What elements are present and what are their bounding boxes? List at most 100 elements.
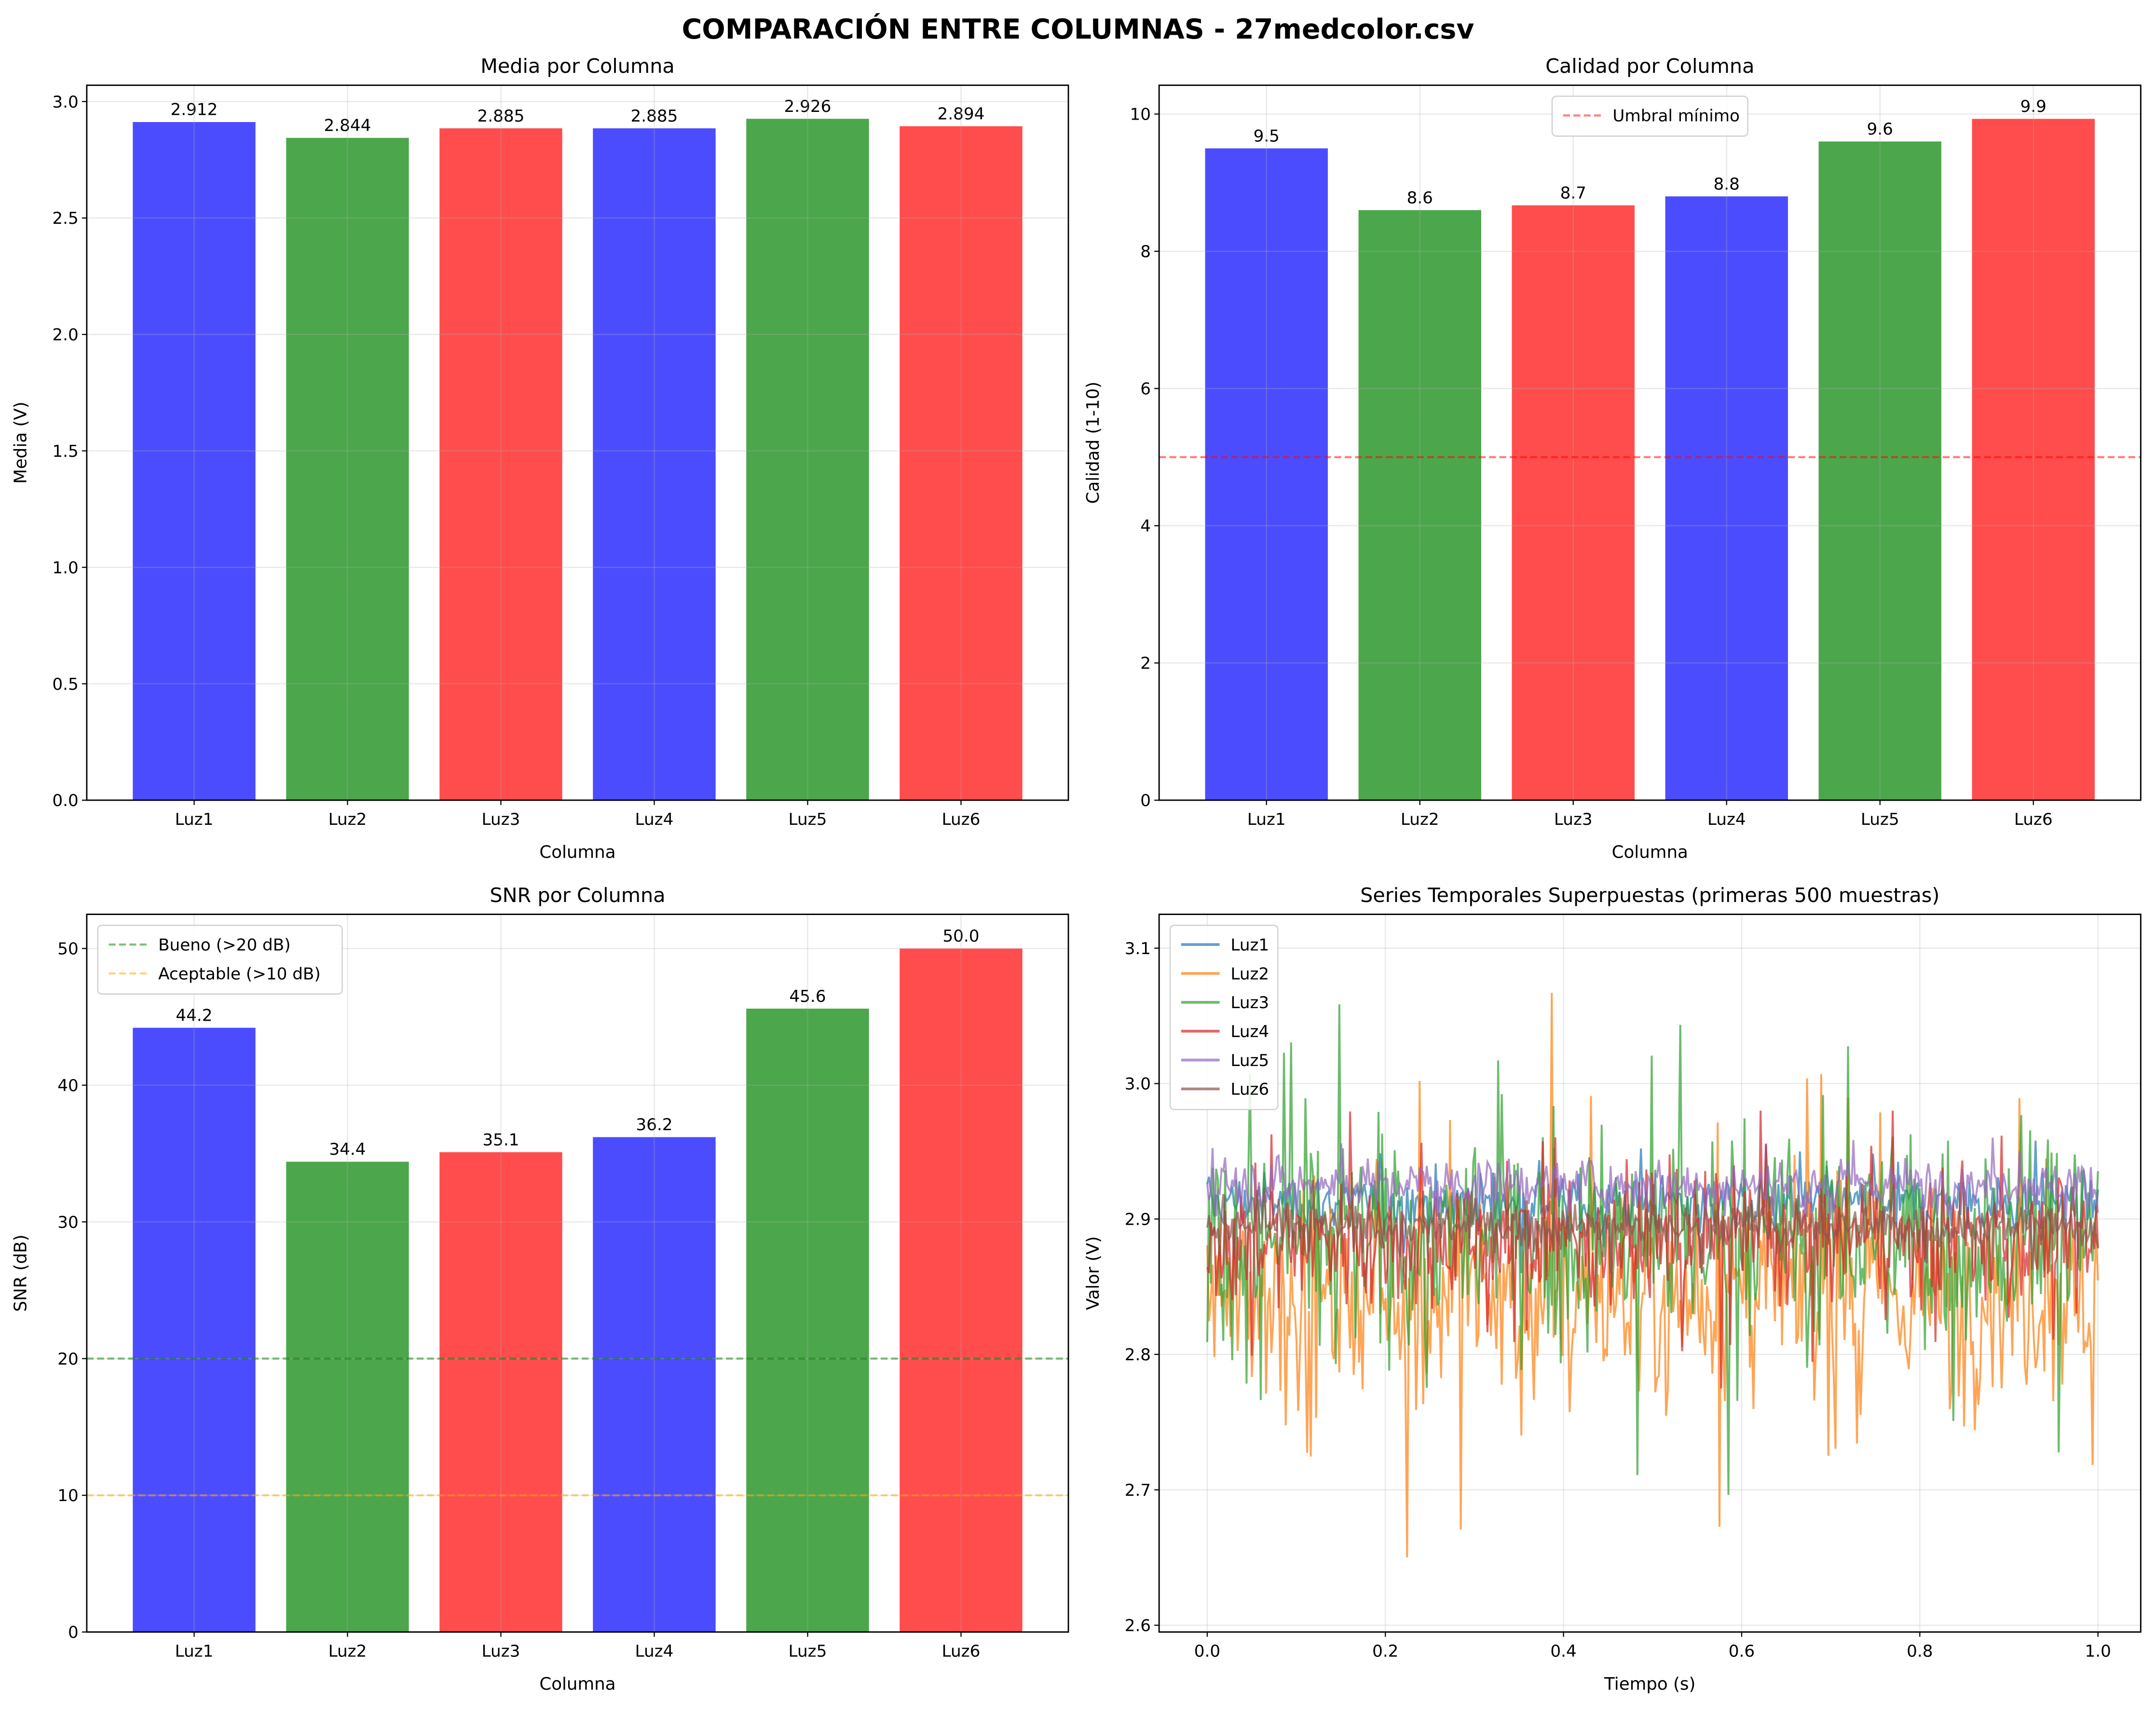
y-tick-label: 2.9 bbox=[1125, 1210, 1151, 1229]
y-tick-label: 1.5 bbox=[52, 442, 78, 461]
bar-value-label: 35.1 bbox=[482, 1130, 519, 1149]
x-tick-label: 0.8 bbox=[1907, 1642, 1933, 1661]
bar-value-label: 2.885 bbox=[478, 107, 525, 126]
x-tick-label: Luz3 bbox=[482, 1642, 520, 1661]
x-tick-label: Luz4 bbox=[635, 1642, 674, 1661]
x-axis-label: Columna bbox=[539, 843, 615, 862]
subplot-title: Series Temporales Superpuestas (primeras… bbox=[1360, 884, 1939, 907]
y-tick-label: 2.6 bbox=[1125, 1616, 1151, 1636]
y-tick-label: 0.0 bbox=[52, 791, 78, 810]
bar-value-label: 8.7 bbox=[1560, 183, 1586, 203]
y-tick-label: 40 bbox=[57, 1076, 79, 1095]
bar-value-label: 50.0 bbox=[942, 927, 979, 946]
y-axis-label: Media (V) bbox=[11, 402, 30, 484]
bar-value-label: 34.4 bbox=[329, 1140, 366, 1159]
legend-label: Luz4 bbox=[1230, 1022, 1269, 1041]
axes-frame bbox=[1158, 914, 2142, 1633]
x-tick-label: Luz3 bbox=[482, 810, 520, 829]
legend: Bueno (>20 dB) Aceptable (>10 dB) bbox=[97, 925, 343, 995]
legend-label: Luz5 bbox=[1230, 1051, 1269, 1070]
y-tick-label: 2.5 bbox=[52, 209, 78, 228]
y-tick-label: 3.0 bbox=[1125, 1075, 1151, 1094]
y-tick-label: 10 bbox=[1130, 105, 1151, 124]
bar-value-label: 2.912 bbox=[171, 100, 218, 120]
y-tick-label: 3.0 bbox=[52, 93, 78, 112]
subplot-series-temporales: Series Temporales Superpuestas (primeras… bbox=[1083, 884, 2142, 1694]
y-axis-label: Valor (V) bbox=[1083, 1236, 1103, 1310]
bar-value-label: 8.6 bbox=[1407, 188, 1433, 207]
bar-luz6 bbox=[900, 948, 1023, 1632]
x-tick-label: 0.0 bbox=[1194, 1642, 1220, 1661]
x-tick-label: Luz4 bbox=[1707, 810, 1746, 829]
legend: Luz1 Luz2 Luz3 Luz4 Luz5 Luz6 bbox=[1169, 925, 1279, 1110]
y-tick-label: 0 bbox=[68, 1623, 79, 1642]
legend-label: Luz1 bbox=[1230, 935, 1269, 955]
bars: 9.5 8.6 8.7 8.8 9.6 9.9 bbox=[1205, 97, 2095, 800]
bar-luz5 bbox=[1818, 141, 1941, 800]
bar-luz1 bbox=[133, 122, 256, 800]
legend: Umbral mínimo bbox=[1551, 96, 1748, 137]
x-tick-label: Luz5 bbox=[789, 1642, 827, 1661]
y-tick-label: 30 bbox=[57, 1213, 79, 1232]
y-tick-label: 2.0 bbox=[52, 326, 78, 345]
x-tick-label: Luz5 bbox=[1861, 810, 1899, 829]
bar-luz6 bbox=[900, 126, 1023, 800]
x-tick-label: Luz1 bbox=[1247, 810, 1286, 829]
x-tick-label: Luz2 bbox=[1401, 810, 1439, 829]
x-tick-label: Luz6 bbox=[942, 810, 981, 829]
x-axis-label: Columna bbox=[1612, 843, 1688, 862]
bar-luz3 bbox=[1512, 205, 1635, 800]
bar-value-label: 9.5 bbox=[1254, 126, 1280, 146]
subplot-snr: 44.2 34.4 35.1 36.2 45.6 50.0 SNR por Columna C… bbox=[11, 884, 1069, 1694]
series-line-luz6 bbox=[1206, 1180, 2099, 1273]
x-tick-label: Luz1 bbox=[175, 810, 214, 829]
y-tick-label: 2.8 bbox=[1125, 1345, 1151, 1365]
x-tick-label: Luz2 bbox=[328, 1642, 367, 1661]
bar-luz2 bbox=[1358, 210, 1481, 800]
bar-luz3 bbox=[439, 128, 562, 800]
bar-value-label: 2.885 bbox=[631, 107, 678, 126]
legend-box bbox=[97, 925, 343, 995]
bar-value-label: 8.8 bbox=[1714, 175, 1740, 194]
legend-label: Luz6 bbox=[1230, 1080, 1269, 1099]
bar-luz5 bbox=[746, 1009, 869, 1632]
x-tick-label: Luz5 bbox=[789, 810, 827, 829]
x-tick-label: 1.0 bbox=[2085, 1642, 2111, 1661]
figure-title: COMPARACIÓN ENTRE COLUMNAS - 27medcolor.… bbox=[682, 13, 1474, 45]
legend-box bbox=[1169, 925, 1279, 1110]
bar-luz1 bbox=[133, 1027, 256, 1632]
x-tick-label: 0.6 bbox=[1729, 1642, 1755, 1661]
x-tick-label: Luz4 bbox=[635, 810, 674, 829]
x-tick-label: 0.2 bbox=[1372, 1642, 1398, 1661]
y-tick-label: 3.1 bbox=[1125, 939, 1151, 958]
legend-label: Aceptable (>10 dB) bbox=[158, 964, 321, 984]
x-tick-label: Luz1 bbox=[175, 1642, 214, 1661]
bar-luz4 bbox=[593, 128, 716, 800]
bar-luz4 bbox=[1665, 196, 1788, 800]
y-tick-label: 6 bbox=[1140, 380, 1151, 399]
x-tick-label: Luz2 bbox=[328, 810, 367, 829]
bar-value-label: 9.9 bbox=[2020, 97, 2047, 116]
series-line-luz3 bbox=[1206, 1004, 2099, 1495]
y-tick-label: 1.0 bbox=[52, 558, 78, 577]
y-tick-label: 50 bbox=[57, 940, 79, 959]
axes-frame bbox=[86, 84, 1069, 801]
subplot-media: 2.912 2.844 2.885 2.885 2.926 2.894 Media por … bbox=[11, 55, 1069, 862]
bar-value-label: 45.6 bbox=[789, 987, 826, 1006]
x-axis-label: Columna bbox=[539, 1674, 615, 1694]
bar-value-label: 2.894 bbox=[938, 104, 985, 123]
bar-value-label: 44.2 bbox=[176, 1006, 212, 1025]
y-axis-label: Calidad (1-10) bbox=[1083, 382, 1103, 504]
subplot-title: SNR por Columna bbox=[490, 884, 665, 907]
x-tick-label: 0.4 bbox=[1550, 1642, 1576, 1661]
bar-luz1 bbox=[1205, 148, 1328, 800]
legend-label: Luz3 bbox=[1230, 993, 1269, 1012]
x-axis-label: Tiempo (s) bbox=[1604, 1674, 1695, 1694]
bar-luz2 bbox=[286, 137, 409, 800]
legend-label: Bueno (>20 dB) bbox=[158, 935, 290, 955]
subplot-title: Calidad por Columna bbox=[1545, 55, 1754, 78]
bars: 2.912 2.844 2.885 2.885 2.926 2.894 bbox=[133, 97, 1023, 800]
legend-label: Umbral mínimo bbox=[1612, 107, 1740, 126]
y-tick-label: 0.5 bbox=[52, 675, 78, 694]
